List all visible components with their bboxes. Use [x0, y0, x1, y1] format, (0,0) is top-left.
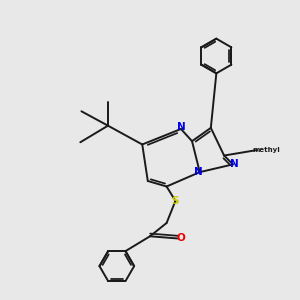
Text: N: N: [230, 159, 239, 170]
Text: S: S: [172, 196, 179, 206]
Text: O: O: [177, 233, 186, 244]
Text: N: N: [194, 167, 203, 177]
Text: methyl: methyl: [252, 147, 280, 153]
Text: N: N: [177, 122, 185, 133]
